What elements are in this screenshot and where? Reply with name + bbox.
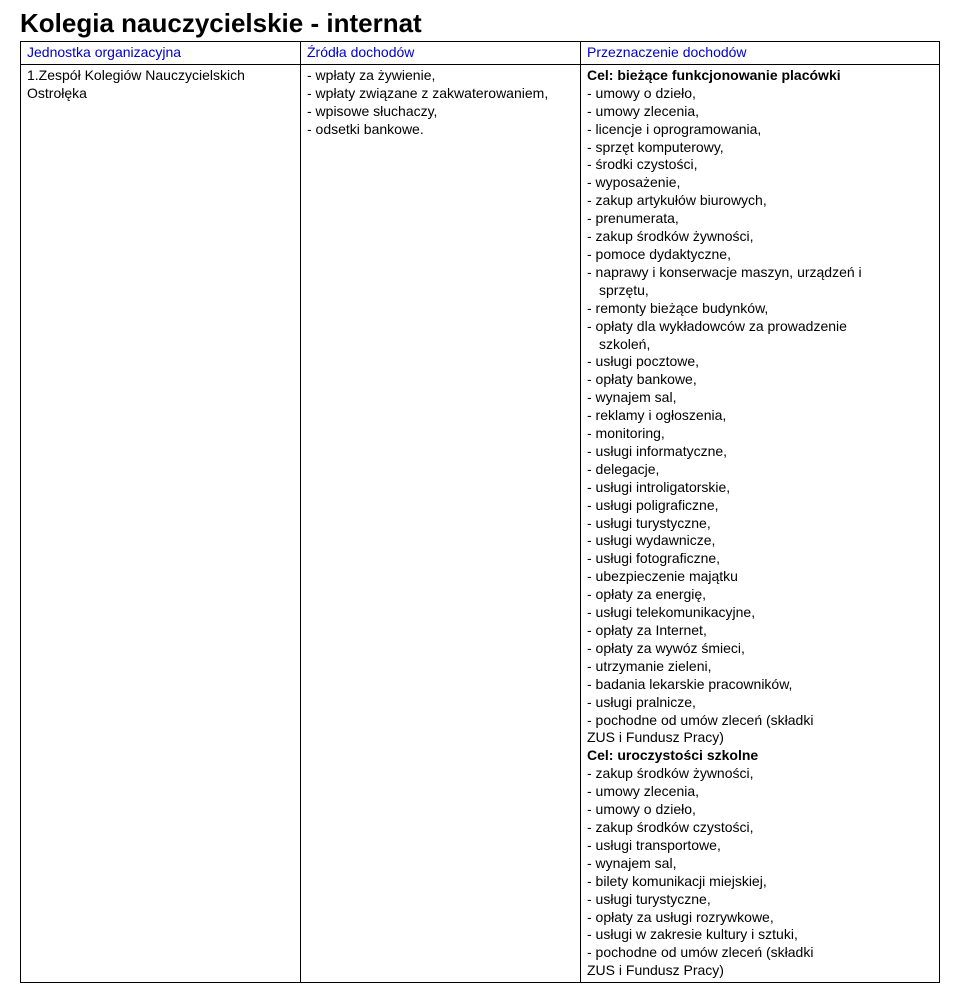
- source-line: - odsetki bankowe.: [307, 121, 574, 139]
- source-line: - wpłaty za żywienie,: [307, 67, 574, 85]
- dest-line: - sprzęt komputerowy,: [587, 139, 933, 157]
- dest-line: - opłaty dla wykładowców za prowadzenie: [587, 318, 933, 336]
- page-title: Kolegia nauczycielskie - internat: [20, 8, 940, 39]
- dest-line: ZUS i Fundusz Pracy): [587, 729, 933, 747]
- dest-line: - usługi wydawnicze,: [587, 532, 933, 550]
- dest-line: - usługi pralnicze,: [587, 694, 933, 712]
- dest-line: Cel: bieżące funkcjonowanie placówki: [587, 67, 933, 85]
- dest-line: ZUS i Fundusz Pracy): [587, 962, 933, 980]
- dest-line: - umowy o dzieło,: [587, 801, 933, 819]
- dest-line: - wynajem sal,: [587, 855, 933, 873]
- cell-destination: Cel: bieżące funkcjonowanie placówki- um…: [581, 64, 940, 982]
- dest-line: Cel: uroczystości szkolne: [587, 747, 933, 765]
- dest-line: - ubezpieczenie majątku: [587, 568, 933, 586]
- dest-line: - bilety komunikacji miejskiej,: [587, 873, 933, 891]
- dest-line: - reklamy i ogłoszenia,: [587, 407, 933, 425]
- dest-line: - delegacje,: [587, 461, 933, 479]
- dest-line: - usługi pocztowe,: [587, 353, 933, 371]
- dest-line: - zakup środków żywności,: [587, 765, 933, 783]
- dest-line: - utrzymanie zieleni,: [587, 658, 933, 676]
- dest-line: - usługi w zakresie kultury i sztuki,: [587, 926, 933, 944]
- source-line: - wpisowe słuchaczy,: [307, 103, 574, 121]
- dest-line: - pochodne od umów zleceń (składki: [587, 944, 933, 962]
- dest-line: - opłaty za energię,: [587, 586, 933, 604]
- dest-line: - naprawy i konserwacje maszyn, urządzeń…: [587, 264, 933, 282]
- source-line: - wpłaty związane z zakwaterowaniem,: [307, 85, 574, 103]
- dest-line: - umowy zlecenia,: [587, 103, 933, 121]
- dest-line: - zakup środków żywności,: [587, 228, 933, 246]
- dest-line: - pomoce dydaktyczne,: [587, 246, 933, 264]
- header-unit: Jednostka organizacyjna: [21, 42, 301, 65]
- data-table: Jednostka organizacyjna Źródła dochodów …: [20, 41, 940, 983]
- dest-line: - remonty bieżące budynków,: [587, 300, 933, 318]
- dest-line: - wyposażenie,: [587, 174, 933, 192]
- dest-line: - usługi introligatorskie,: [587, 479, 933, 497]
- dest-line: - opłaty za wywóz śmieci,: [587, 640, 933, 658]
- dest-line: szkoleń,: [587, 336, 933, 354]
- dest-line: - usługi turystyczne,: [587, 515, 933, 533]
- table-row: 1.Zespół Kolegiów Nauczycielskich Ostroł…: [21, 64, 940, 982]
- dest-line: - usługi turystyczne,: [587, 891, 933, 909]
- dest-line: - środki czystości,: [587, 156, 933, 174]
- dest-line: - usługi poligraficzne,: [587, 497, 933, 515]
- dest-line: - usługi telekomunikacyjne,: [587, 604, 933, 622]
- dest-line: - pochodne od umów zleceń (składki: [587, 712, 933, 730]
- dest-line: - zakup artykułów biurowych,: [587, 192, 933, 210]
- dest-line: sprzętu,: [587, 282, 933, 300]
- dest-line: - prenumerata,: [587, 210, 933, 228]
- header-sources: Źródła dochodów: [301, 42, 581, 65]
- dest-line: - opłaty bankowe,: [587, 371, 933, 389]
- header-row: Jednostka organizacyjna Źródła dochodów …: [21, 42, 940, 65]
- dest-line: - umowy o dzieło,: [587, 85, 933, 103]
- header-destination: Przeznaczenie dochodów: [581, 42, 940, 65]
- dest-line: - badania lekarskie pracowników,: [587, 676, 933, 694]
- cell-sources: - wpłaty za żywienie,- wpłaty związane z…: [301, 64, 581, 982]
- cell-unit: 1.Zespół Kolegiów Nauczycielskich Ostroł…: [21, 64, 301, 982]
- dest-line: - opłaty za usługi rozrywkowe,: [587, 909, 933, 927]
- dest-line: - zakup środków czystości,: [587, 819, 933, 837]
- dest-line: - monitoring,: [587, 425, 933, 443]
- dest-line: - wynajem sal,: [587, 389, 933, 407]
- dest-line: - usługi transportowe,: [587, 837, 933, 855]
- dest-line: - usługi fotograficzne,: [587, 550, 933, 568]
- dest-line: - licencje i oprogramowania,: [587, 121, 933, 139]
- dest-line: - umowy zlecenia,: [587, 783, 933, 801]
- dest-line: - opłaty za Internet,: [587, 622, 933, 640]
- dest-line: - usługi informatyczne,: [587, 443, 933, 461]
